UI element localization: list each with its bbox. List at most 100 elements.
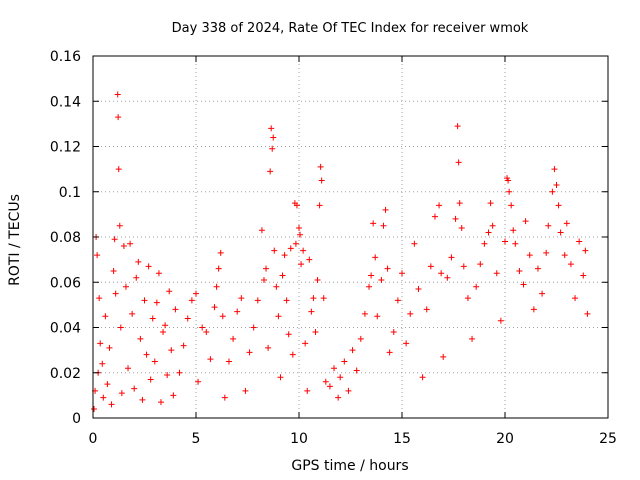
data-point <box>436 202 443 209</box>
data-point <box>374 313 381 320</box>
x-tick-label: 25 <box>599 431 617 447</box>
data-point <box>477 261 484 268</box>
data-point <box>230 335 237 342</box>
data-point <box>131 385 138 392</box>
data-point <box>115 114 122 121</box>
data-point <box>584 310 591 317</box>
data-point <box>238 295 245 302</box>
data-point <box>460 263 467 270</box>
data-point <box>125 365 132 372</box>
data-point <box>561 252 568 259</box>
data-point <box>557 229 564 236</box>
data-point <box>349 347 356 354</box>
data-point <box>211 304 218 311</box>
data-point <box>94 252 101 259</box>
data-point <box>300 247 307 254</box>
data-point <box>281 252 288 259</box>
data-point <box>530 306 537 313</box>
data-point <box>553 181 560 188</box>
data-point <box>306 256 313 263</box>
data-point <box>572 295 579 302</box>
data-point <box>407 310 414 317</box>
data-point <box>308 308 315 315</box>
data-point <box>268 125 275 132</box>
data-point <box>411 240 418 247</box>
data-point <box>242 387 249 394</box>
data-point <box>345 387 352 394</box>
data-point <box>166 288 173 295</box>
data-point <box>157 399 164 406</box>
data-point <box>217 249 224 256</box>
data-point <box>168 347 175 354</box>
data-point <box>110 267 117 274</box>
y-tick-label: 0.06 <box>50 275 81 291</box>
data-point <box>293 202 300 209</box>
data-point <box>160 329 167 336</box>
data-point <box>195 378 202 385</box>
data-point <box>151 358 158 365</box>
y-tick-label: 0.12 <box>50 140 81 156</box>
data-point <box>384 265 391 272</box>
data-point <box>104 381 111 388</box>
data-point <box>188 297 195 304</box>
data-point <box>318 177 325 184</box>
data-point <box>487 200 494 207</box>
y-tick-label: 0.04 <box>50 321 81 337</box>
data-point <box>162 322 169 329</box>
data-point <box>137 335 144 342</box>
data-point <box>390 329 397 336</box>
data-point <box>448 254 455 261</box>
data-point <box>331 365 338 372</box>
data-point <box>250 324 257 331</box>
data-point <box>254 297 261 304</box>
y-tick-label: 0.08 <box>50 230 81 246</box>
data-point <box>312 329 319 336</box>
data-point <box>117 324 124 331</box>
data-point <box>361 310 368 317</box>
data-point <box>285 331 292 338</box>
data-point <box>431 213 438 220</box>
data-point <box>469 335 476 342</box>
y-tick-label: 0.02 <box>50 366 81 382</box>
data-point <box>473 283 480 290</box>
data-point <box>512 240 519 247</box>
data-point <box>275 313 282 320</box>
data-point <box>399 270 405 277</box>
data-point <box>576 238 583 245</box>
data-point <box>506 188 513 195</box>
data-point <box>176 369 183 376</box>
x-tick-label: 15 <box>393 431 411 447</box>
data-point <box>464 295 471 302</box>
data-point <box>357 335 364 342</box>
data-point <box>458 224 465 231</box>
data-point <box>310 295 317 302</box>
data-point <box>145 263 152 270</box>
data-point <box>502 238 508 245</box>
data-point <box>283 297 290 304</box>
data-point <box>213 283 220 290</box>
data-point <box>489 222 496 229</box>
data-point <box>184 315 191 322</box>
data-point <box>164 372 171 379</box>
data-point <box>337 374 344 381</box>
data-point <box>382 206 389 213</box>
data-point <box>555 202 562 209</box>
grid-lines <box>93 56 608 418</box>
data-point <box>172 306 179 313</box>
data-point <box>141 297 148 304</box>
data-point <box>102 313 109 320</box>
data-point <box>287 245 294 252</box>
data-point <box>481 240 488 247</box>
data-point <box>549 188 556 195</box>
data-point <box>111 236 118 243</box>
data-point <box>99 360 106 367</box>
data-point <box>582 247 589 254</box>
data-point <box>279 272 286 279</box>
data-point <box>302 340 309 347</box>
data-point <box>380 222 387 229</box>
data-point <box>423 306 430 313</box>
data-point <box>456 200 463 207</box>
data-point <box>296 224 302 231</box>
data-point <box>127 240 134 247</box>
